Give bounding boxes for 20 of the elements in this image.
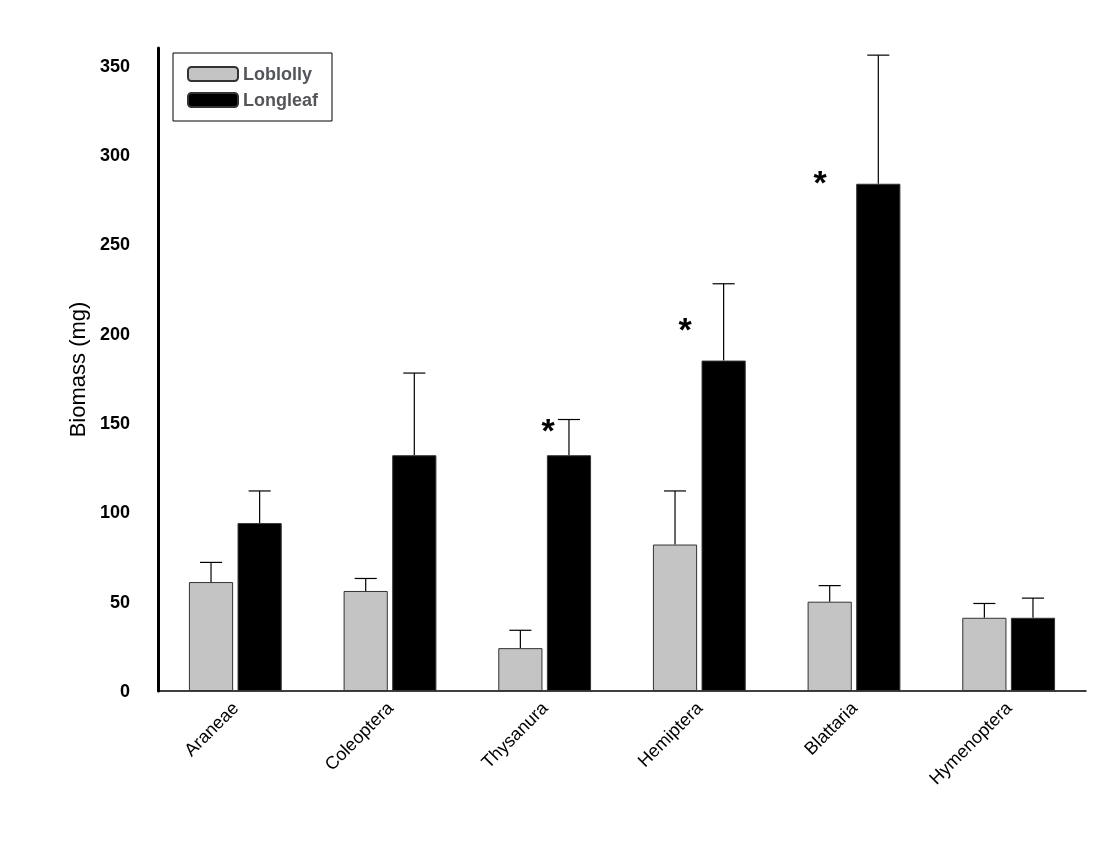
legend-label: Longleaf [243,90,319,110]
annotation: * [813,163,828,201]
bar [343,590,388,691]
y-tick-label: 300 [99,145,130,166]
annotation: * [678,310,693,348]
y-tick-label: 350 [99,55,130,76]
bar [652,544,698,691]
y-tick-label: 50 [109,591,130,612]
bar [498,648,543,691]
y-tick-label: 150 [99,413,130,434]
annotation: * [541,411,556,449]
y-tick-label: 200 [99,323,130,344]
bar [188,582,234,691]
bar [962,617,1007,691]
bar [807,601,852,691]
y-tick-label: 0 [119,681,130,701]
legend-label: Loblolly [243,64,312,84]
y-tick-label: 100 [99,502,130,523]
y-axis-title: Biomass (mg) [64,301,90,438]
y-tick-label: 250 [99,234,130,255]
